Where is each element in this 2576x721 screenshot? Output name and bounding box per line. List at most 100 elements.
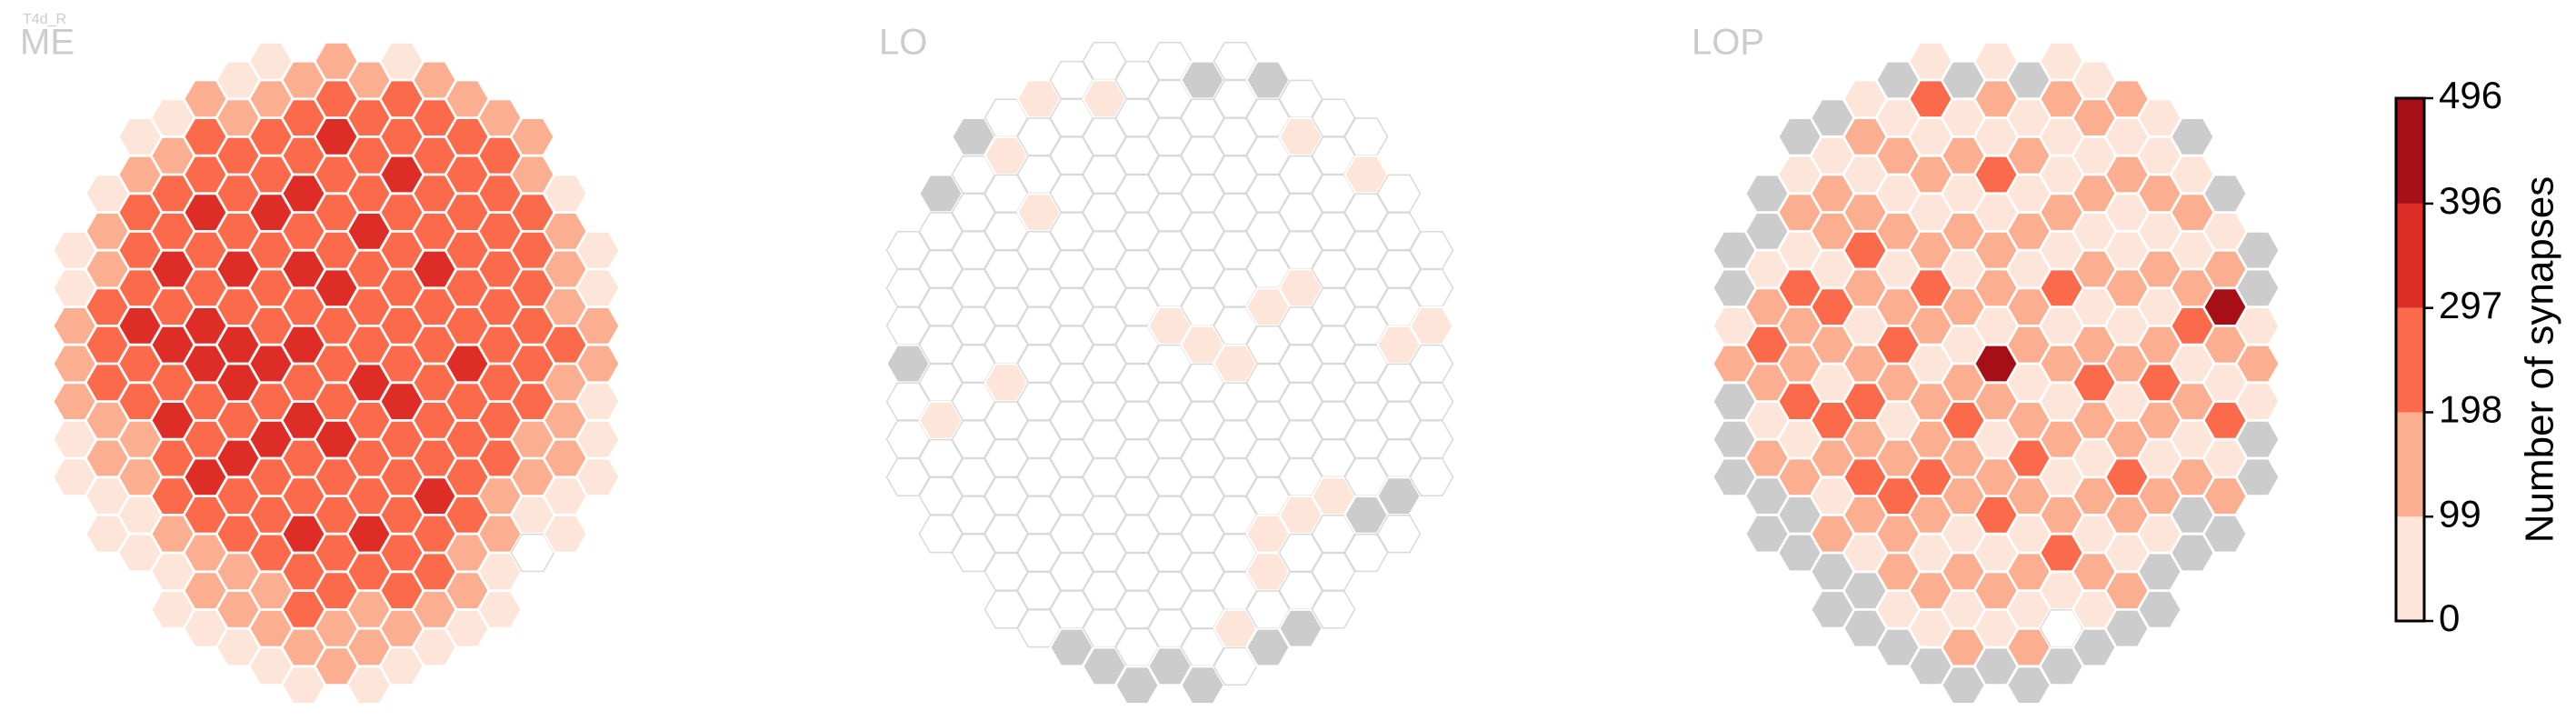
hex-cell	[885, 268, 931, 307]
hex-cell	[1245, 552, 1291, 592]
hex-cell	[918, 401, 964, 440]
hex-cell	[1147, 382, 1193, 421]
hex-cell	[1016, 533, 1062, 573]
hex-panel	[885, 42, 1454, 705]
hex-cell	[1147, 117, 1193, 156]
hex-cell	[1114, 438, 1160, 478]
hex-cell	[951, 533, 996, 573]
hex-cell	[1245, 401, 1291, 440]
hex-cell	[1180, 98, 1225, 137]
hex-cell	[1049, 287, 1094, 326]
hex-cell	[1016, 231, 1062, 270]
hex-cell	[1278, 306, 1323, 345]
hex-cell	[1213, 457, 1258, 496]
hex-cell	[1343, 268, 1389, 307]
hex-cell	[1049, 476, 1094, 516]
hex-cell	[2137, 590, 2182, 629]
hex-cell	[1311, 212, 1356, 251]
hex-cell	[1147, 571, 1193, 610]
hex-cell	[983, 515, 1029, 554]
hex-cell	[1213, 155, 1258, 195]
colorbar-label: Number of synapses	[2518, 176, 2562, 544]
hex-cell	[1180, 212, 1225, 251]
colorbar-segment	[2396, 516, 2424, 621]
colorbar-tick-label: 496	[2439, 74, 2502, 116]
hex-cell	[1147, 533, 1193, 573]
colorbar-segment	[2396, 307, 2424, 413]
hex-cell	[1245, 174, 1291, 213]
colorbar-frame	[2394, 96, 2426, 623]
hex-cell	[1376, 212, 1422, 251]
hex-cell	[1278, 382, 1323, 421]
hex-cell	[951, 496, 996, 535]
hex-cell	[918, 325, 964, 365]
hex-cell	[1245, 212, 1291, 251]
hex-cell	[885, 231, 931, 270]
hex-cell	[1147, 155, 1193, 195]
hex-cell	[1376, 363, 1422, 402]
hex-cell	[1082, 533, 1127, 573]
hex-cell	[1278, 268, 1323, 308]
hex-cell	[1180, 438, 1225, 478]
panel-title: LO	[879, 23, 927, 63]
hex-cell	[885, 344, 931, 384]
colorbar-tick-label: 297	[2439, 284, 2502, 326]
hex-cell	[1409, 344, 1454, 384]
hex-cell	[1343, 193, 1389, 232]
hex-cell	[1311, 249, 1356, 289]
hex-cell	[1409, 457, 1454, 496]
hex-cell	[1343, 382, 1389, 421]
hex-cell	[1016, 117, 1062, 156]
hex-cell	[1147, 496, 1193, 535]
hex-cell	[1082, 382, 1127, 421]
hex-cell	[918, 476, 964, 516]
hex-cell	[1213, 231, 1258, 270]
colorbar-tick-label: 198	[2439, 388, 2502, 431]
hex-cell	[1082, 268, 1127, 307]
hex-cell	[1180, 60, 1225, 100]
hex-cell	[2235, 457, 2281, 497]
hex-cell	[1049, 325, 1094, 365]
hex-cell	[1180, 174, 1225, 213]
hex-cell	[1245, 325, 1291, 365]
colorbar-segment	[2396, 98, 2424, 204]
hex-cell	[1082, 344, 1127, 384]
hex-cell	[1278, 344, 1323, 384]
hex-cell	[1147, 420, 1193, 459]
hex-cell	[1016, 457, 1062, 496]
hex-cell	[1082, 306, 1127, 345]
hex-cell	[1376, 476, 1422, 516]
hex-cell	[1114, 174, 1160, 213]
hex-panel	[52, 41, 621, 705]
hex-cell	[951, 268, 996, 307]
hex-cell	[1278, 533, 1323, 573]
cell-type-label: T4d_R	[23, 12, 66, 27]
hex-cell	[1082, 571, 1127, 610]
hex-cell	[543, 514, 588, 554]
hex-cell	[1016, 496, 1062, 535]
hex-cell	[1049, 249, 1094, 289]
hex-cell	[1016, 79, 1062, 119]
hex-cell	[1016, 193, 1062, 232]
hex-cell	[918, 515, 964, 554]
panel-title: LOP	[1692, 23, 1764, 63]
hex-cell	[1180, 552, 1225, 591]
hex-cell	[1082, 155, 1127, 195]
hex-cell	[1343, 231, 1389, 270]
hex-cell	[1082, 457, 1127, 496]
hex-cell	[1213, 344, 1258, 384]
hex-cell	[1114, 212, 1160, 251]
hex-cell	[1114, 136, 1160, 175]
hex-cell	[1082, 117, 1127, 156]
hex-cell	[1114, 476, 1160, 516]
hex-cell	[1278, 608, 1323, 648]
hex-cell	[1409, 306, 1454, 345]
colorbar-tick-label: 99	[2439, 492, 2481, 535]
hex-cell	[1409, 420, 1454, 459]
hex-cell	[1114, 60, 1160, 100]
hex-cell	[1180, 476, 1225, 516]
hex-cell	[1376, 249, 1422, 289]
hex-cell	[1049, 174, 1094, 213]
hex-cell	[885, 457, 931, 496]
panel-title: ME	[20, 23, 75, 63]
